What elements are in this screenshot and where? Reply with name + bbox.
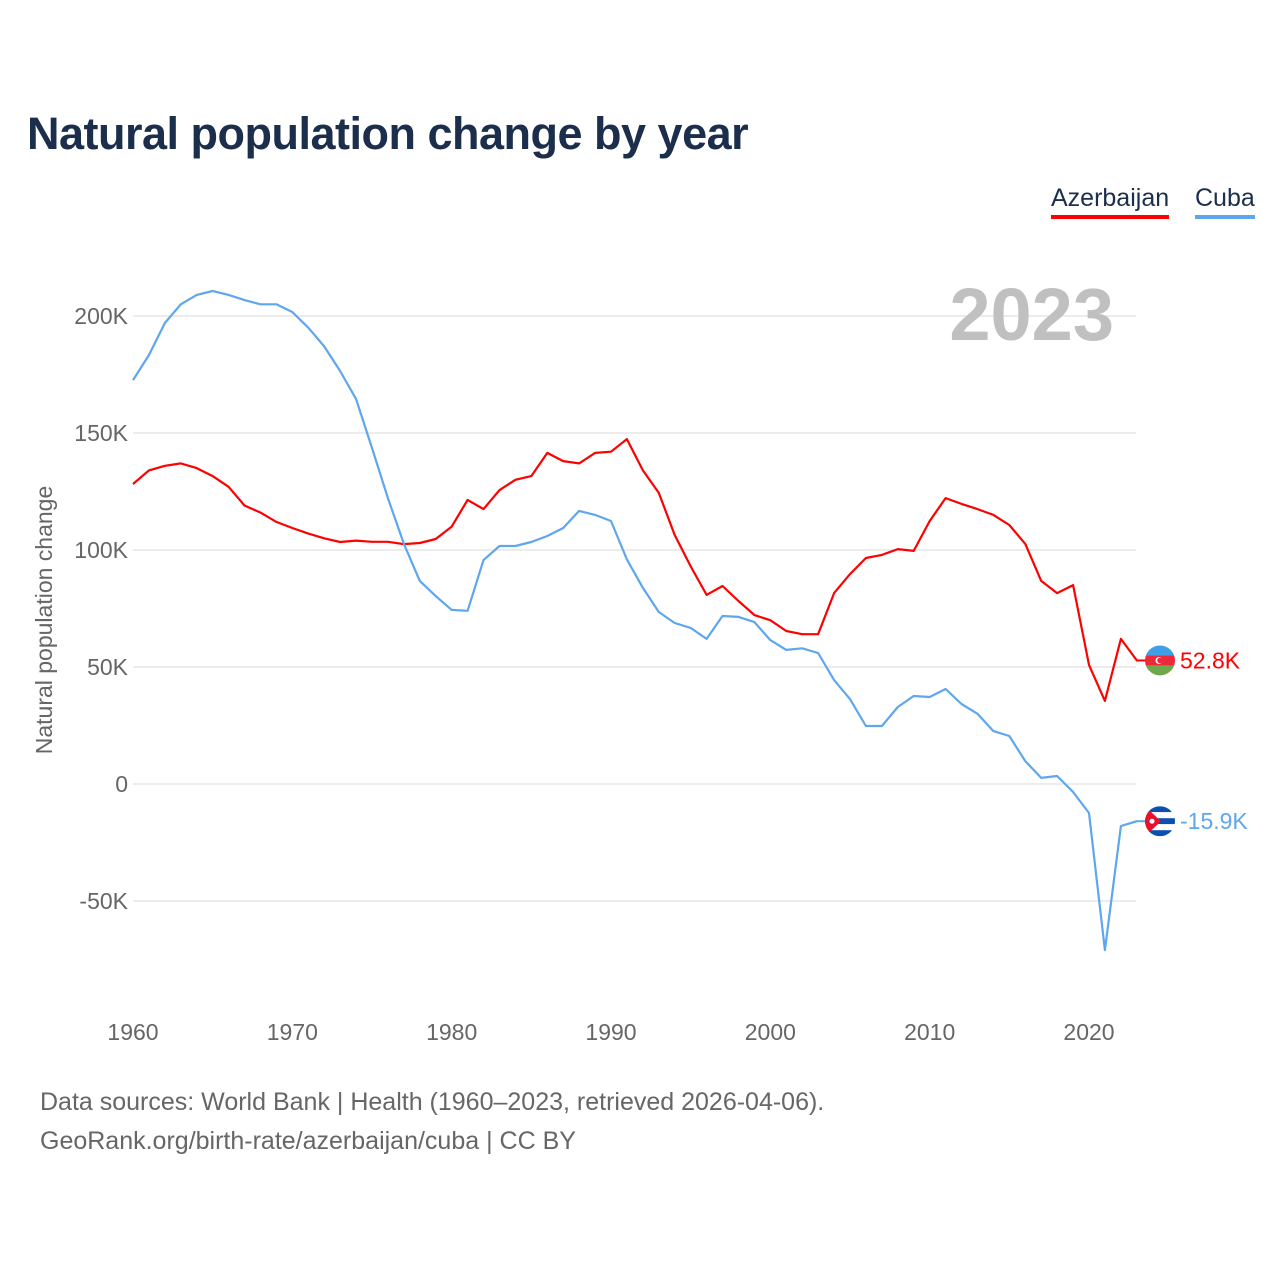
x-tick-label: 2010	[904, 1019, 955, 1045]
y-tick-label: 200K	[74, 303, 128, 329]
legend-azerbaijan[interactable]: Azerbaijan	[1051, 184, 1170, 219]
flag-star	[1149, 818, 1155, 824]
y-tick-label: 100K	[74, 537, 128, 563]
x-tick-label: 1960	[107, 1019, 158, 1045]
footer-sources: Data sources: World Bank | Health (1960–…	[40, 1088, 825, 1116]
flag-stripe	[1145, 824, 1175, 831]
flag-cuba-icon	[1145, 806, 1175, 837]
flag-stripe	[1145, 830, 1175, 837]
flag-body	[1145, 806, 1175, 837]
flag-body	[1145, 645, 1175, 676]
x-tick-label: 2000	[745, 1019, 796, 1045]
x-tick-label: 1990	[585, 1019, 636, 1045]
y-tick-label: 50K	[87, 654, 129, 680]
flag-stripe	[1145, 806, 1175, 813]
x-tick-label: 2020	[1063, 1019, 1114, 1045]
chart-title: Natural population change by year	[27, 108, 749, 159]
x-tick-label: 1980	[426, 1019, 477, 1045]
year-label: 2023	[949, 273, 1114, 356]
flag-crescent	[1157, 657, 1163, 664]
flag-stripe	[1145, 665, 1175, 676]
x-tick-label: 1970	[267, 1019, 318, 1045]
flag-azerbaijan-icon	[1145, 645, 1175, 676]
y-tick-label: 150K	[74, 420, 128, 446]
end-value-label: 52.8K	[1180, 647, 1241, 673]
y-tick-label: -50K	[79, 888, 128, 914]
flag-stripe	[1145, 812, 1175, 819]
legend-cuba[interactable]: Cuba	[1195, 184, 1255, 219]
flag-stripe	[1145, 645, 1175, 656]
end-value-label: -15.9K	[1180, 808, 1248, 834]
y-tick-label: 0	[115, 771, 128, 797]
series-line-cuba	[132, 289, 1138, 952]
y-axis-label: Natural population change	[31, 486, 57, 755]
footer-link[interactable]: GeoRank.org/birth-rate/azerbaijan/cuba |…	[40, 1127, 576, 1155]
series-line-azerbaijan	[132, 438, 1138, 703]
